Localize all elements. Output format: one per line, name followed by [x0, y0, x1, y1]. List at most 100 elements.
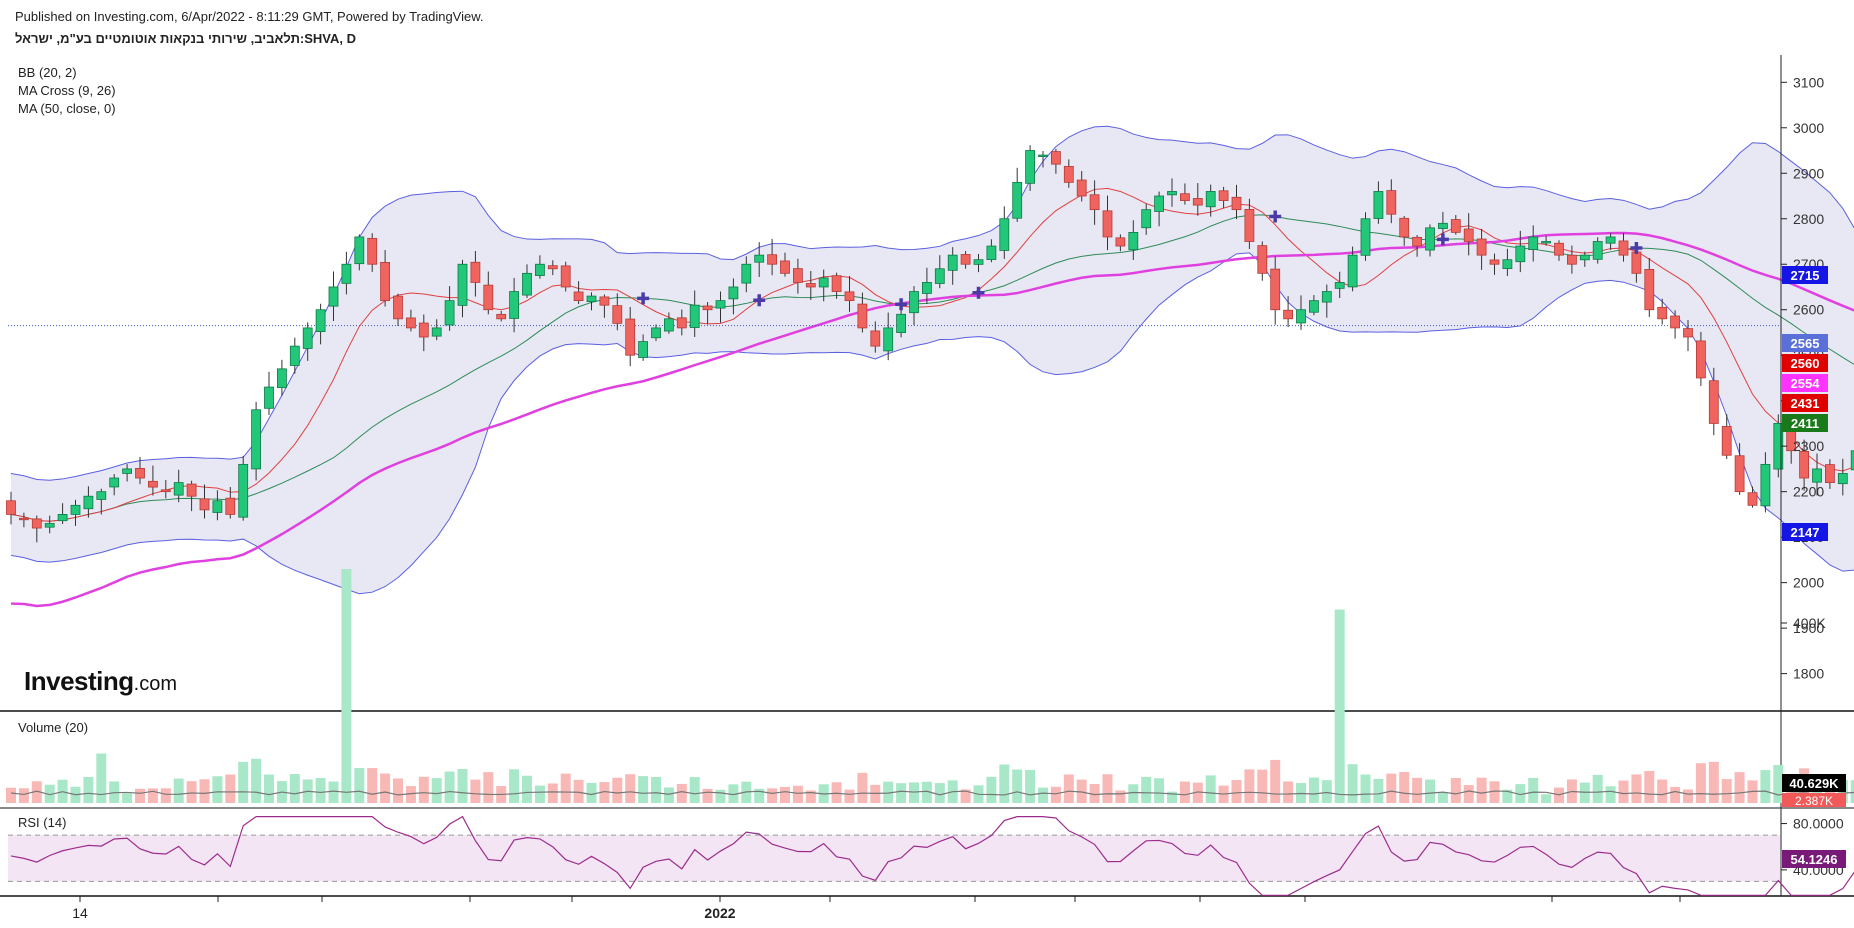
- volume-bar: [896, 783, 907, 803]
- candle: [276, 368, 287, 389]
- candle: [1644, 269, 1655, 311]
- indicator-ma50[interactable]: MA (50, close, 0): [18, 101, 116, 116]
- candle: [1115, 237, 1126, 247]
- volume-bar: [431, 778, 442, 803]
- candle: [535, 263, 545, 276]
- volume-bar: [1102, 774, 1113, 803]
- volume-bar: [651, 777, 661, 803]
- y-tick-label: 3000: [1793, 120, 1824, 136]
- candle: [380, 261, 391, 302]
- volume-bar: [264, 774, 274, 803]
- published-line: Published on Investing.com, 6/Apr/2022 -…: [15, 9, 484, 24]
- rsi-pane-label[interactable]: RSI (14): [18, 815, 67, 830]
- volume-bar: [909, 782, 919, 803]
- volume-bar: [883, 781, 894, 803]
- volume-avg-label: 2.387K: [1795, 794, 1833, 808]
- price-label-box: [1782, 334, 1828, 352]
- volume-avg-box: [1782, 793, 1846, 807]
- candle: [638, 341, 648, 358]
- volume-bar: [805, 790, 816, 803]
- candle: [664, 318, 674, 332]
- candle: [1760, 463, 1771, 507]
- candle: [44, 523, 55, 528]
- candle: [109, 477, 120, 488]
- volume-bar: [315, 778, 326, 803]
- volume-bar: [844, 789, 855, 803]
- volume-pane-label[interactable]: Volume (20): [18, 720, 89, 735]
- candle: [612, 305, 623, 324]
- candle: [212, 500, 223, 513]
- candle: [1618, 240, 1629, 256]
- candle: [973, 259, 984, 265]
- candle: [509, 291, 520, 319]
- candle: [909, 291, 919, 314]
- candle: [1038, 154, 1048, 157]
- candle: [483, 284, 494, 311]
- price-label-box: [1782, 414, 1828, 432]
- candle: [1837, 473, 1848, 485]
- volume-bar: [199, 779, 210, 803]
- indicator-ma-cross[interactable]: MA Cross (9, 26): [18, 83, 116, 98]
- volume-bar: [1038, 787, 1048, 803]
- rsi-last-label: 54.1246: [1791, 852, 1838, 867]
- candle: [651, 327, 661, 339]
- price-pane: [6, 125, 1854, 608]
- volume-bar: [1850, 780, 1854, 803]
- candle: [225, 497, 236, 515]
- volume-bar: [1308, 777, 1319, 803]
- volume-bar: [289, 774, 300, 803]
- y-tick-label: 400K: [1793, 615, 1826, 631]
- price-label: 2554: [1791, 376, 1821, 391]
- rsi-last-box: [1782, 850, 1846, 868]
- x-tick-label: 2022: [704, 905, 735, 921]
- volume-bar: [1670, 787, 1681, 803]
- candle: [1734, 455, 1745, 493]
- candle: [1463, 228, 1474, 242]
- volume-bar: [689, 777, 700, 803]
- volume-bar: [1231, 780, 1242, 803]
- volume-pane: 400K 40.629K 2.387K: [6, 569, 1854, 808]
- indicator-bb[interactable]: BB (20, 2): [18, 65, 77, 80]
- candle: [1270, 268, 1281, 311]
- candle: [1063, 165, 1074, 183]
- price-label-box: [1782, 374, 1828, 392]
- candle: [715, 300, 726, 309]
- volume-bar: [1773, 764, 1784, 803]
- candle: [883, 327, 894, 352]
- candle: [1489, 259, 1500, 265]
- volume-bar: [767, 788, 778, 803]
- candle: [947, 254, 958, 271]
- candle: [1244, 208, 1255, 242]
- volume-bar: [354, 767, 365, 803]
- volume-bar: [1128, 784, 1139, 803]
- volume-bar: [251, 758, 262, 803]
- ma-cross-marker: [1630, 241, 1643, 254]
- candle: [1747, 492, 1758, 506]
- volume-bar: [1437, 792, 1448, 803]
- volume-bar: [328, 781, 339, 803]
- volume-bar: [780, 786, 790, 803]
- volume-ma-line: [10, 790, 1854, 796]
- candle: [1605, 236, 1616, 244]
- candle: [818, 277, 829, 288]
- candle: [767, 254, 777, 265]
- volume-bar: [225, 774, 236, 803]
- candle: [470, 261, 481, 283]
- candle: [1180, 193, 1190, 201]
- candle: [1476, 238, 1487, 256]
- volume-bar: [986, 776, 997, 803]
- volume-bar: [1076, 779, 1087, 803]
- candle: [328, 286, 339, 307]
- candle: [573, 291, 584, 302]
- price-label-box: [1782, 394, 1828, 412]
- volume-bar: [1270, 759, 1281, 803]
- candle: [689, 304, 700, 328]
- candle: [1515, 245, 1526, 263]
- candle: [1347, 254, 1358, 288]
- candle: [160, 489, 171, 493]
- price-label: 2715: [1791, 268, 1820, 283]
- volume-bar: [1618, 780, 1629, 803]
- volume-bar: [470, 779, 481, 803]
- volume-bar: [1012, 769, 1023, 803]
